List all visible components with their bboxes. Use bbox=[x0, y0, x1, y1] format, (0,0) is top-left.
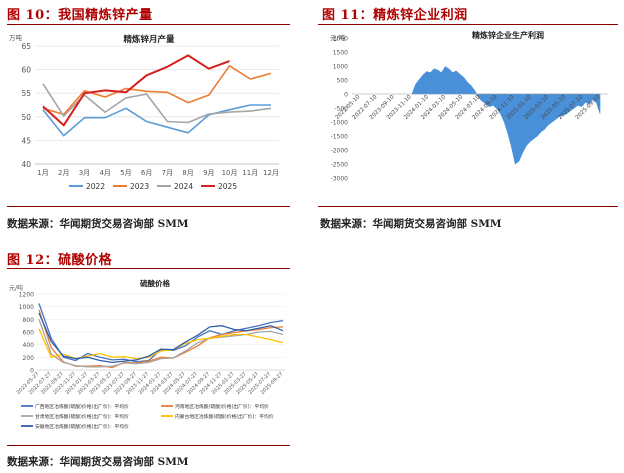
chart3-y-tick: 800 bbox=[23, 317, 35, 324]
figure-10-title: 图 10：我国精炼锌产量 bbox=[7, 8, 153, 23]
chart1-title: 精炼锌月产量 bbox=[123, 34, 175, 45]
chart1-x-tick: 1月 bbox=[37, 169, 48, 177]
chart3-legend-label: 内蒙古地区冶炼酸(硫酸)价格(出厂价)：平均价 bbox=[175, 413, 274, 420]
chart1-x-tick: 5月 bbox=[120, 169, 131, 177]
figure-12-title: 图 12：硫酸价格 bbox=[7, 253, 113, 268]
chart2-y-tick: 0 bbox=[344, 92, 348, 99]
chart1-x-tick: 3月 bbox=[79, 169, 90, 177]
chart2-title: 精炼锌企业生产利润 bbox=[472, 30, 544, 40]
chart1-legend-label: 2023 bbox=[130, 182, 149, 191]
chart2-y-tick: -3000 bbox=[331, 176, 349, 183]
figure-12-source: 数据来源：华闻期货交易咨询部 SMM bbox=[7, 456, 189, 468]
chart3-title: 硫酸价格 bbox=[140, 278, 170, 288]
chart3-series-4 bbox=[38, 328, 284, 360]
chart1-legend-label: 2022 bbox=[86, 182, 105, 191]
chart2-y-tick: -2000 bbox=[331, 148, 349, 155]
figure-10-rule bbox=[7, 24, 290, 25]
chart1-y-tick: 65 bbox=[21, 42, 31, 51]
chart1-y-tick: 60 bbox=[21, 66, 31, 75]
chart2-y-tick: 2000 bbox=[333, 36, 348, 43]
chart1-y-tick: 45 bbox=[21, 136, 31, 145]
chart2-y-tick: -500 bbox=[334, 106, 348, 113]
figure-10-bottom-rule bbox=[7, 206, 290, 207]
chart3-legend-label: 广西地区冶炼酸(硫酸)价格(出厂价)：平均价 bbox=[35, 403, 129, 410]
chart1-x-tick: 6月 bbox=[141, 169, 152, 177]
chart1-x-tick: 7月 bbox=[162, 169, 173, 177]
chart1-x-tick: 10月 bbox=[222, 169, 238, 177]
chart1-x-tick: 4月 bbox=[99, 169, 110, 177]
chart2-y-tick: -1500 bbox=[331, 134, 349, 141]
chart1-x-tick: 9月 bbox=[203, 169, 214, 177]
chart1-legend-label: 2024 bbox=[174, 182, 193, 191]
chart1-series-2025 bbox=[42, 54, 230, 127]
chart3-legend-label: 安徽地区冶炼酸(硫酸)价格(出厂价)：平均价 bbox=[35, 423, 129, 430]
chart3-series-1 bbox=[38, 303, 284, 363]
chart2-y-tick: 500 bbox=[337, 78, 349, 85]
chart3-legend-label: 甘肃地区冶炼酸(硫酸)价格(出厂价)：平均价 bbox=[35, 413, 129, 420]
zinc-output-chart: 精炼锌月产量 万吨 40 45 50 55 60 65 1月 2月 3月 4月 5月 6月 7月 8月 9月 10… bbox=[9, 33, 279, 191]
chart3-y-tick: 1200 bbox=[19, 292, 34, 299]
figure-12-bottom-rule bbox=[7, 445, 290, 446]
chart2-y-tick: -1000 bbox=[331, 120, 349, 127]
chart1-ylabel: 万吨 bbox=[9, 33, 23, 42]
chart3-legend-label: 河南地区冶炼酸(硫酸)价格(出厂价)：平均价 bbox=[175, 403, 269, 410]
chart3-y-tick: 0 bbox=[30, 368, 34, 375]
chart2-y-tick: 1000 bbox=[333, 64, 348, 71]
chart1-x-tick: 11月 bbox=[242, 169, 258, 177]
chart1-x-tick: 12月 bbox=[263, 169, 279, 177]
chart2-ylabel: 元/吨 bbox=[330, 33, 346, 42]
chart1-legend-label: 2025 bbox=[218, 182, 237, 191]
chart3-y-tick: 1000 bbox=[19, 304, 34, 311]
figure-12-rule bbox=[7, 268, 290, 269]
chart3-series-5 bbox=[38, 312, 284, 364]
chart2-y-tick: 1500 bbox=[333, 50, 348, 57]
chart1-y-tick: 50 bbox=[21, 113, 31, 122]
chart1-x-tick: 2月 bbox=[58, 169, 69, 177]
figure-10-source: 数据来源：华闻期货交易咨询部 SMM bbox=[7, 218, 189, 230]
chart1-y-tick: 55 bbox=[21, 89, 31, 98]
figure-11-title: 图 11：精炼锌企业利润 bbox=[322, 8, 468, 23]
sulfuric-acid-price-chart: 硫酸价格元/吨0200400600800100012002022-05-2720… bbox=[9, 278, 285, 430]
chart2-y-tick: -2500 bbox=[331, 162, 349, 169]
figure-11-rule bbox=[318, 24, 618, 25]
chart3-series-3 bbox=[38, 319, 284, 368]
figure-11-bottom-rule bbox=[318, 206, 618, 207]
figure-11-source: 数据来源：华闻期货交易咨询部 SMM bbox=[320, 218, 502, 230]
chart1-x-tick: 8月 bbox=[182, 169, 193, 177]
chart3-y-tick: 200 bbox=[23, 355, 35, 362]
chart1-series-2023 bbox=[42, 65, 272, 116]
chart3-ylabel: 元/吨 bbox=[9, 284, 23, 292]
chart3-y-tick: 400 bbox=[23, 342, 35, 349]
chart3-y-tick: 600 bbox=[23, 330, 35, 337]
chart2-area bbox=[411, 66, 601, 165]
chart1-y-tick: 40 bbox=[21, 160, 31, 169]
chart1-series-2022 bbox=[42, 104, 271, 137]
